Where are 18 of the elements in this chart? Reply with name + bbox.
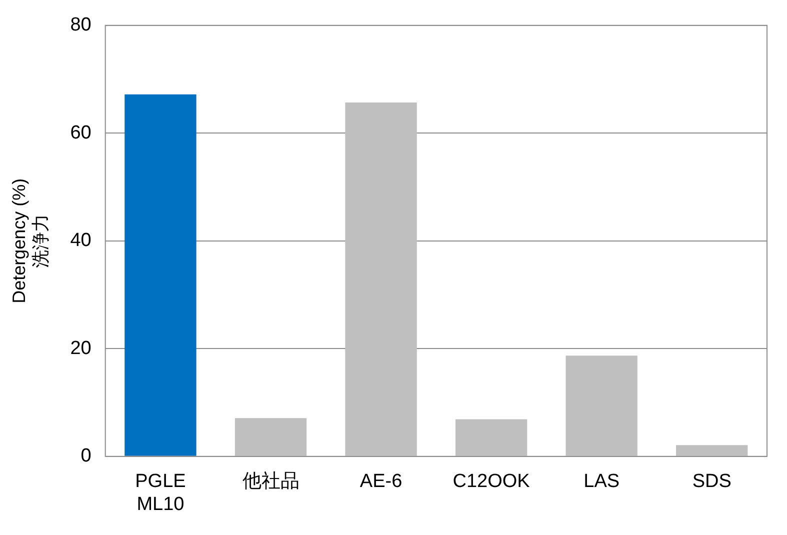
y-tick-label: 60 xyxy=(70,122,92,144)
bar xyxy=(345,102,417,456)
bar xyxy=(676,445,748,456)
x-tick-label: AE-6 xyxy=(360,471,402,492)
bar xyxy=(234,418,307,456)
y-axis-title: Detergency (%) 洗浄力 xyxy=(8,178,50,304)
bar xyxy=(566,356,638,456)
x-tick-label: PGLE ML10 xyxy=(135,471,186,515)
x-tick-label: LAS xyxy=(584,471,620,492)
y-tick-label: 20 xyxy=(70,338,92,359)
y-tick-label: 80 xyxy=(70,14,92,36)
y-tick-label: 40 xyxy=(70,230,92,252)
y-tick-label: 0 xyxy=(80,446,92,467)
bar xyxy=(455,419,528,456)
x-tick-label: SDS xyxy=(692,471,732,492)
x-tick-label: C12OOK xyxy=(452,471,530,492)
bar xyxy=(124,94,196,456)
x-tick-label: 他社品 xyxy=(242,471,300,492)
